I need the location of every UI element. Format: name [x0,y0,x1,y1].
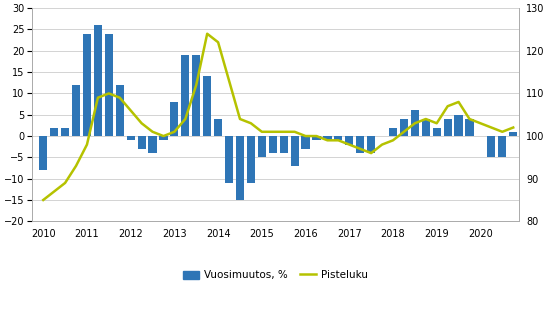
Bar [466,119,474,136]
Bar [225,136,233,183]
Bar [61,128,69,136]
Bar [509,132,517,136]
Bar [148,136,156,153]
Bar [50,128,58,136]
Bar [367,136,375,153]
Bar [290,136,299,166]
Bar [444,119,452,136]
Bar [214,119,222,136]
Bar [192,55,200,136]
Bar [247,136,255,183]
Bar [455,115,463,136]
Bar [356,136,365,153]
Bar [334,136,343,140]
Bar [433,128,441,136]
Bar [323,136,332,140]
Bar [203,77,211,136]
Bar [127,136,135,140]
Bar [72,85,80,136]
Bar [159,136,167,140]
Bar [170,102,178,136]
Bar [268,136,277,153]
Bar [389,128,397,136]
Bar [345,136,354,145]
Bar [83,34,91,136]
Bar [257,136,266,157]
Bar [94,25,102,136]
Bar [411,111,419,136]
Bar [236,136,244,200]
Legend: Vuosimuutos, %, Pisteluku: Vuosimuutos, %, Pisteluku [179,266,372,284]
Bar [488,136,495,157]
Bar [312,136,321,140]
Bar [39,136,47,170]
Bar [301,136,310,149]
Bar [181,55,189,136]
Bar [279,136,288,153]
Bar [400,119,408,136]
Bar [105,34,113,136]
Bar [137,136,145,149]
Bar [498,136,506,157]
Bar [116,85,124,136]
Bar [422,119,430,136]
